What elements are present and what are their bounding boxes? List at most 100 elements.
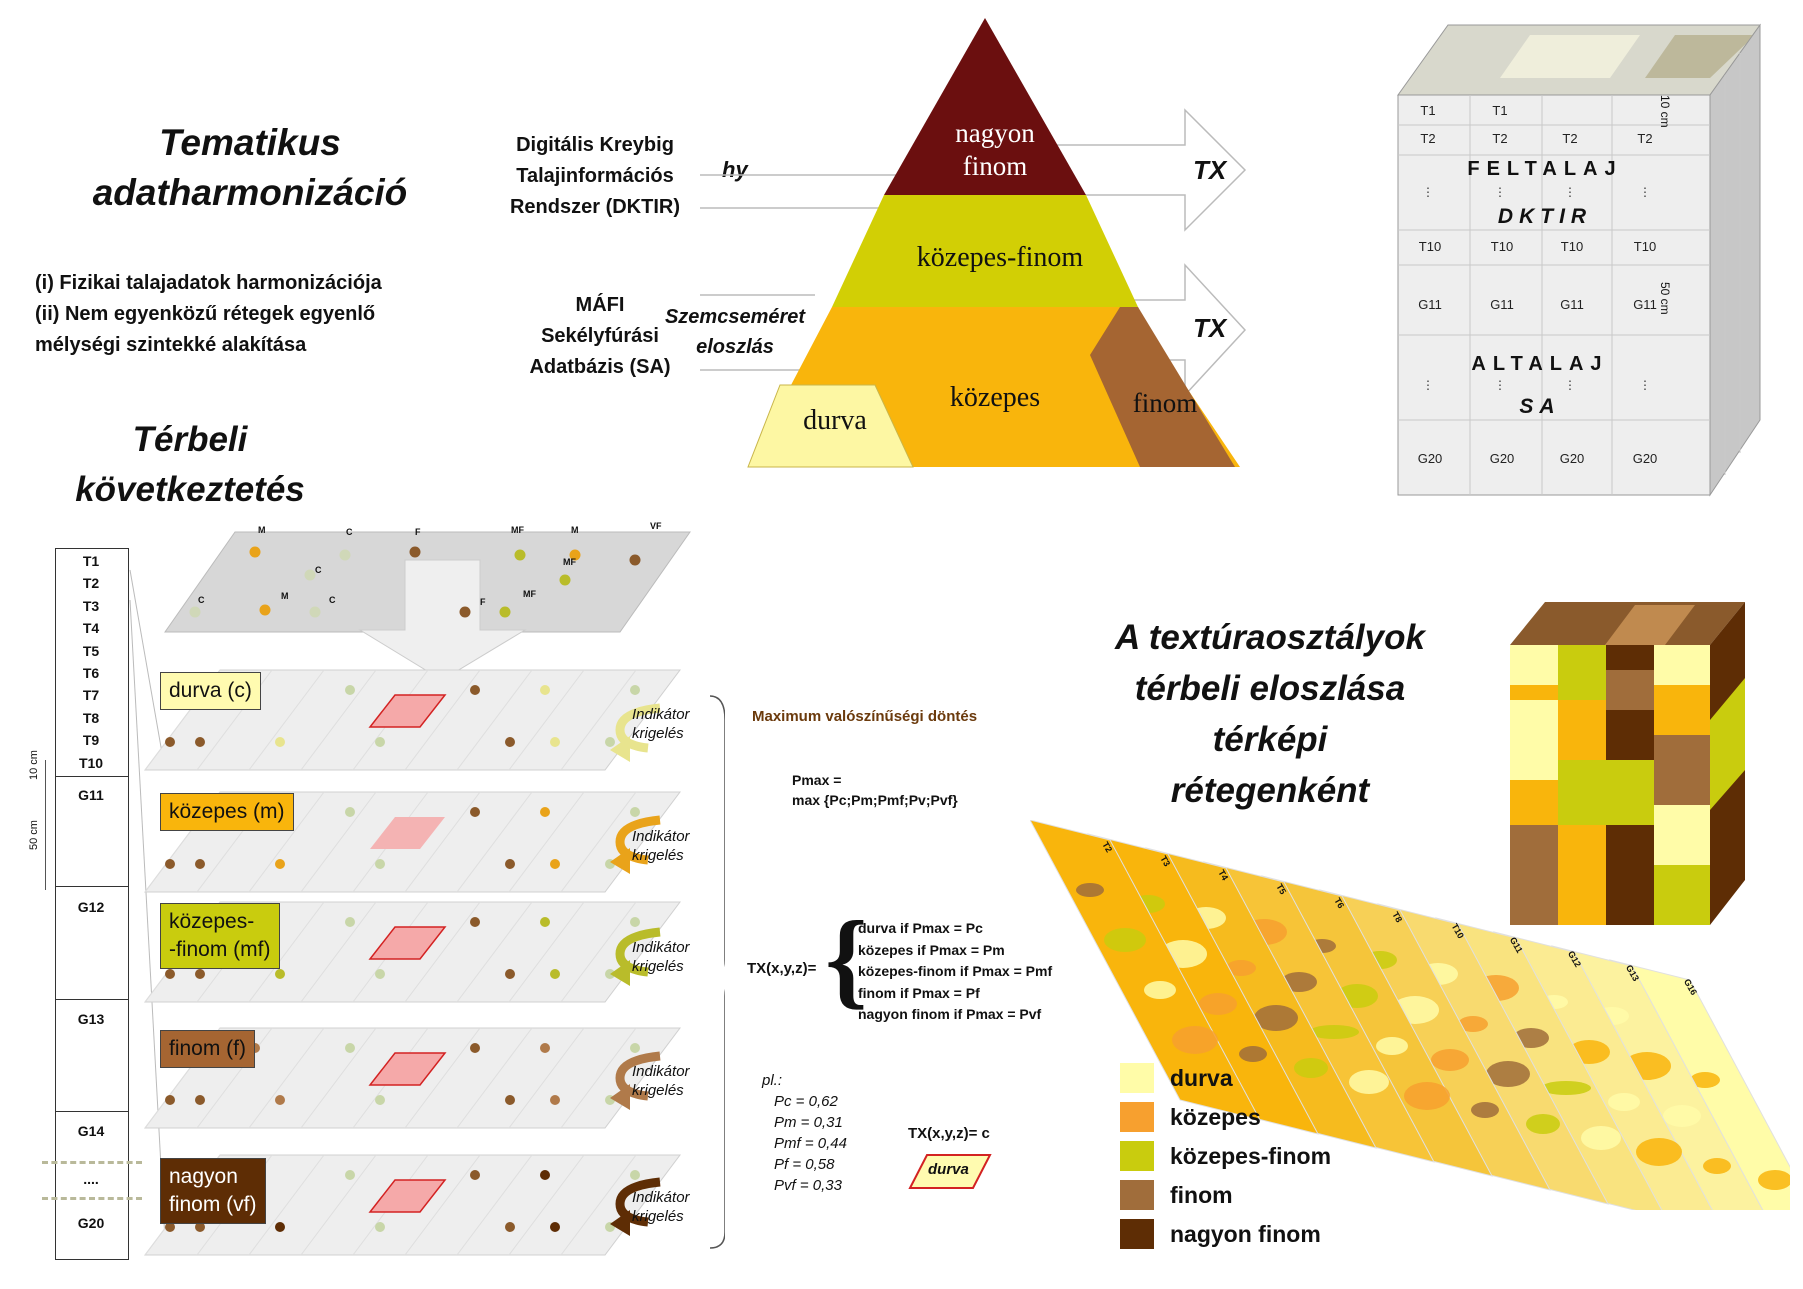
legend-row: nagyon finom [1120, 1219, 1321, 1249]
layer-tag-nagyon-finom-1: nagyon [169, 1165, 238, 1188]
top-point-label: MF [511, 525, 524, 535]
block-p6 [1510, 700, 1558, 780]
cube-feltalaj: FELTALAJ [1467, 158, 1623, 180]
terbeli-title-line2: következtetés [75, 470, 305, 509]
map-layer-stack [1030, 820, 1790, 1210]
layer-grid-line [560, 669, 637, 771]
sample-point [630, 1170, 640, 1180]
sample-point [630, 1043, 640, 1053]
layer-tag-durva: durva (c) [160, 672, 261, 710]
block-top-light [1605, 605, 1695, 645]
step-1: (i) Fizikai talajadatok harmonizációja [35, 272, 382, 294]
guide-line-bottom [129, 599, 166, 1241]
sample-point [195, 859, 205, 869]
pyramid-label-kozepes: közepes [949, 382, 1041, 413]
top-sample-point [569, 549, 581, 561]
sample-point [550, 969, 560, 979]
layer-grid-line [508, 791, 585, 893]
layer-tag-nagyon-finom: nagyon finom (vf) [160, 1158, 266, 1224]
cube-g11-b: G11 [1490, 297, 1514, 312]
depth-t8: T8 [82, 709, 100, 726]
sample-point [550, 1095, 560, 1105]
pyramid-label-nagyon-finom: nagyon finom [930, 117, 1060, 183]
layer-grid-line [404, 669, 481, 771]
map-patch [1309, 1025, 1359, 1039]
layer-tag-kozepes-finom-2: -finom (mf) [169, 938, 271, 961]
case-kozepes: közepes if Pmax = Pm [858, 941, 1005, 958]
map-patch [1663, 1105, 1701, 1127]
legend-label: közepes-finom [1170, 1142, 1332, 1169]
top-sample-point [459, 606, 471, 618]
layer-grid-line [300, 901, 377, 1003]
sample-point [165, 1222, 175, 1232]
cube-t2-d: T2 [1637, 131, 1653, 146]
durva-cell [908, 1154, 992, 1189]
tx-arrow-bottom [1100, 263, 1247, 397]
block-p2 [1558, 645, 1606, 700]
legend-row: finom [1120, 1180, 1233, 1210]
map-patch [1349, 1070, 1389, 1094]
krig-indikator-4: Indikátor [632, 1063, 690, 1080]
map-patch [1404, 1082, 1450, 1110]
case-durva: durva if Pmax = Pc [858, 920, 983, 936]
pyr-nf-line1: nagyon [955, 118, 1035, 148]
tx-arrow-top [970, 108, 1247, 232]
layer-grid-line [404, 901, 481, 1003]
krig-indikator-1: Indikátor [632, 706, 690, 723]
sample-point [195, 1222, 205, 1232]
depth-divider-4 [56, 1111, 128, 1112]
layer-grid-line [248, 669, 325, 771]
dktir-source: Digitális Kreybig Talajinformációs Rends… [480, 130, 710, 223]
depth-t4: T4 [82, 620, 100, 637]
layer-tag-finom: finom (f) [160, 1030, 256, 1068]
layers-brace [709, 695, 725, 1249]
legend-swatch [1120, 1063, 1154, 1093]
cube-t2-c: T2 [1562, 131, 1578, 146]
map-patch [1526, 1114, 1560, 1134]
pyr-nf-line2: finom [962, 151, 1028, 181]
layer-grid-line [456, 669, 533, 771]
target-cell-finom [368, 1052, 447, 1086]
layer-grid-line [456, 901, 533, 1003]
sample-point [165, 737, 175, 747]
sample-point [375, 1095, 385, 1105]
legend-row: közepes-finom [1120, 1141, 1331, 1171]
cube-t1-b: T1 [1492, 103, 1508, 118]
textura-line2: térbeli eloszlása [1134, 669, 1406, 708]
dktir-line1: Digitális Kreybig [516, 134, 674, 156]
krig-label-nagyon-finom: Indikátor krigelés [632, 1188, 690, 1226]
sample-point [470, 685, 480, 695]
layer-grid-line [560, 1027, 637, 1129]
krig-arrowhead-finom [610, 1084, 630, 1110]
krig-arrowhead-kozepes-finom [610, 960, 630, 986]
szemcse-line1: Szemcseméret [664, 306, 806, 328]
durva-cell-label: durva [928, 1161, 969, 1178]
map-patch [1718, 1117, 1762, 1143]
map-patch [1104, 928, 1146, 952]
depth-t6: T6 [82, 665, 100, 681]
map-patch [1758, 1170, 1790, 1190]
layer-grid-line [300, 669, 377, 771]
block-p14 [1558, 825, 1606, 925]
krig-arrow-durva [615, 703, 661, 753]
layer-grid-line [508, 1154, 585, 1256]
layer-grid-line [248, 791, 325, 893]
soil-cube [1397, 23, 1761, 497]
top-sample-point [304, 569, 316, 581]
depth-g12: G12 [77, 899, 105, 915]
top-point-label: C [329, 595, 336, 605]
top-sample-point [249, 546, 261, 558]
map-patch [1608, 1093, 1640, 1111]
legend-swatch [1120, 1102, 1154, 1132]
depth-divider-2 [56, 886, 128, 887]
krig-krigeles-5: krigelés [632, 1208, 684, 1225]
map-patch [1199, 993, 1237, 1015]
krig-arrowhead-nagyon-finom [610, 1210, 630, 1236]
sample-point [375, 1222, 385, 1232]
block-side-yellow [1710, 678, 1745, 810]
depth-divider-3 [56, 999, 128, 1000]
block-p12 [1606, 825, 1654, 925]
depth-arrow-line [45, 760, 46, 890]
map-patch [1636, 1138, 1682, 1166]
hy-label: hy [722, 157, 748, 182]
